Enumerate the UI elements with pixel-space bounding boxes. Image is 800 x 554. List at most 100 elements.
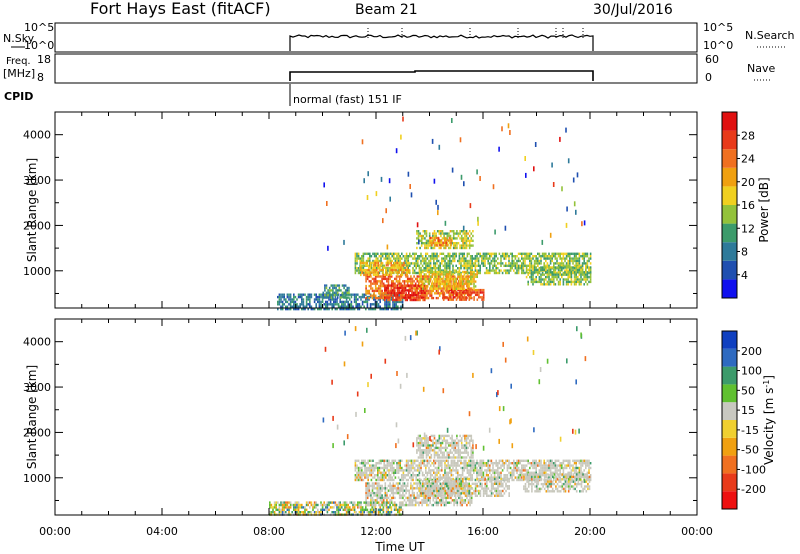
heatmap-cell	[403, 271, 405, 274]
heatmap-cell	[388, 267, 390, 270]
heatmap-cell	[492, 469, 494, 472]
heatmap-cell	[437, 466, 440, 470]
heatmap-cell	[326, 305, 329, 308]
heatmap-cell	[411, 277, 414, 281]
heatmap-cell	[446, 278, 448, 281]
heatmap-cell	[342, 300, 345, 304]
heatmap-cell	[388, 257, 390, 260]
heatmap-cell	[463, 291, 466, 294]
heatmap-cell	[532, 280, 534, 284]
heatmap-cell	[463, 267, 465, 270]
heatmap-cell	[390, 294, 392, 297]
heatmap-cell	[479, 462, 481, 465]
heatmap-cell	[417, 255, 419, 258]
heatmap-cell	[454, 485, 456, 488]
heatmap-cell	[344, 307, 346, 311]
heatmap-cell	[378, 503, 380, 507]
heatmap-cell	[450, 270, 453, 274]
heatmap-cell	[407, 464, 409, 467]
heatmap-cell	[332, 286, 334, 290]
heatmap-cell	[457, 296, 459, 299]
heatmap-cell	[442, 277, 444, 281]
scatter-echo	[380, 176, 383, 182]
heatmap-cell	[517, 474, 520, 477]
heatmap-cell	[369, 295, 372, 299]
heatmap-cell	[350, 303, 353, 306]
heatmap-cell	[365, 462, 368, 465]
heatmap-cell	[281, 511, 284, 514]
heatmap-cell	[381, 471, 384, 474]
heatmap-cell	[357, 478, 360, 482]
heatmap-cell	[567, 459, 569, 462]
heatmap-cell	[454, 244, 457, 247]
heatmap-cell	[589, 257, 592, 260]
heatmap-cell	[441, 464, 443, 467]
heatmap-cell	[390, 264, 392, 267]
heatmap-cell	[439, 487, 442, 490]
heatmap-cell	[404, 474, 406, 477]
heatmap-cell	[450, 273, 453, 276]
heatmap-cell	[428, 244, 431, 247]
heatmap-cell	[463, 255, 465, 258]
heatmap-cell	[449, 255, 451, 258]
scatter-echo	[437, 204, 439, 210]
heatmap-cell	[575, 257, 577, 260]
heatmap-cell	[412, 252, 414, 255]
heatmap-cell	[397, 282, 399, 285]
heatmap-cell	[381, 296, 383, 300]
heatmap-cell	[416, 232, 418, 235]
heatmap-cell	[487, 271, 489, 275]
heatmap-cell	[554, 252, 557, 255]
heatmap-cell	[416, 294, 418, 297]
heatmap-cell	[401, 257, 403, 260]
heatmap-cell	[456, 482, 459, 485]
heatmap-cell	[374, 266, 376, 269]
heatmap-cell	[434, 482, 436, 485]
heatmap-cell	[437, 464, 440, 467]
heatmap-cell	[557, 280, 560, 284]
heatmap-cell	[371, 287, 374, 290]
heatmap-cell	[521, 264, 523, 267]
heatmap-cell	[433, 264, 435, 267]
heatmap-cell	[352, 305, 354, 308]
heatmap-cell	[361, 259, 363, 263]
heatmap-cell	[409, 269, 411, 272]
heatmap-cell	[362, 267, 365, 270]
heatmap-cell	[366, 289, 369, 293]
heatmap-cell	[328, 508, 330, 511]
heatmap-cell	[297, 305, 300, 308]
heatmap-cell	[549, 476, 552, 479]
heatmap-cell	[548, 266, 550, 269]
heatmap-cell	[453, 259, 456, 263]
heatmap-cell	[442, 285, 445, 288]
heatmap-cell	[403, 268, 405, 272]
heatmap-cell	[434, 494, 437, 497]
heatmap-cell	[447, 244, 449, 247]
heatmap-cell	[537, 268, 539, 272]
heatmap-cell	[355, 305, 357, 308]
heatmap-cell	[371, 303, 373, 306]
heatmap-cell	[569, 255, 571, 258]
heatmap-cell	[583, 278, 585, 281]
heatmap-cell	[413, 275, 415, 278]
heatmap-cell	[585, 280, 587, 284]
heatmap-cell	[477, 257, 480, 260]
heatmap-cell	[337, 508, 340, 511]
heatmap-cell	[463, 264, 465, 267]
heatmap-cell	[302, 293, 305, 296]
heatmap-cell	[497, 469, 499, 472]
heatmap-cell	[376, 296, 379, 300]
heatmap-cell	[428, 485, 430, 488]
heatmap-cell	[457, 285, 459, 288]
heatmap-cell	[341, 303, 343, 306]
heatmap-cell	[500, 464, 502, 467]
heatmap-cell	[548, 464, 550, 467]
heatmap-cell	[401, 476, 403, 479]
heatmap-cell	[370, 287, 372, 290]
heatmap-cell	[325, 503, 327, 507]
heatmap-cell	[468, 474, 470, 477]
heatmap-cell	[293, 506, 295, 509]
heatmap-cell	[336, 506, 338, 509]
heatmap-cell	[281, 303, 284, 306]
heatmap-cell	[476, 291, 479, 294]
